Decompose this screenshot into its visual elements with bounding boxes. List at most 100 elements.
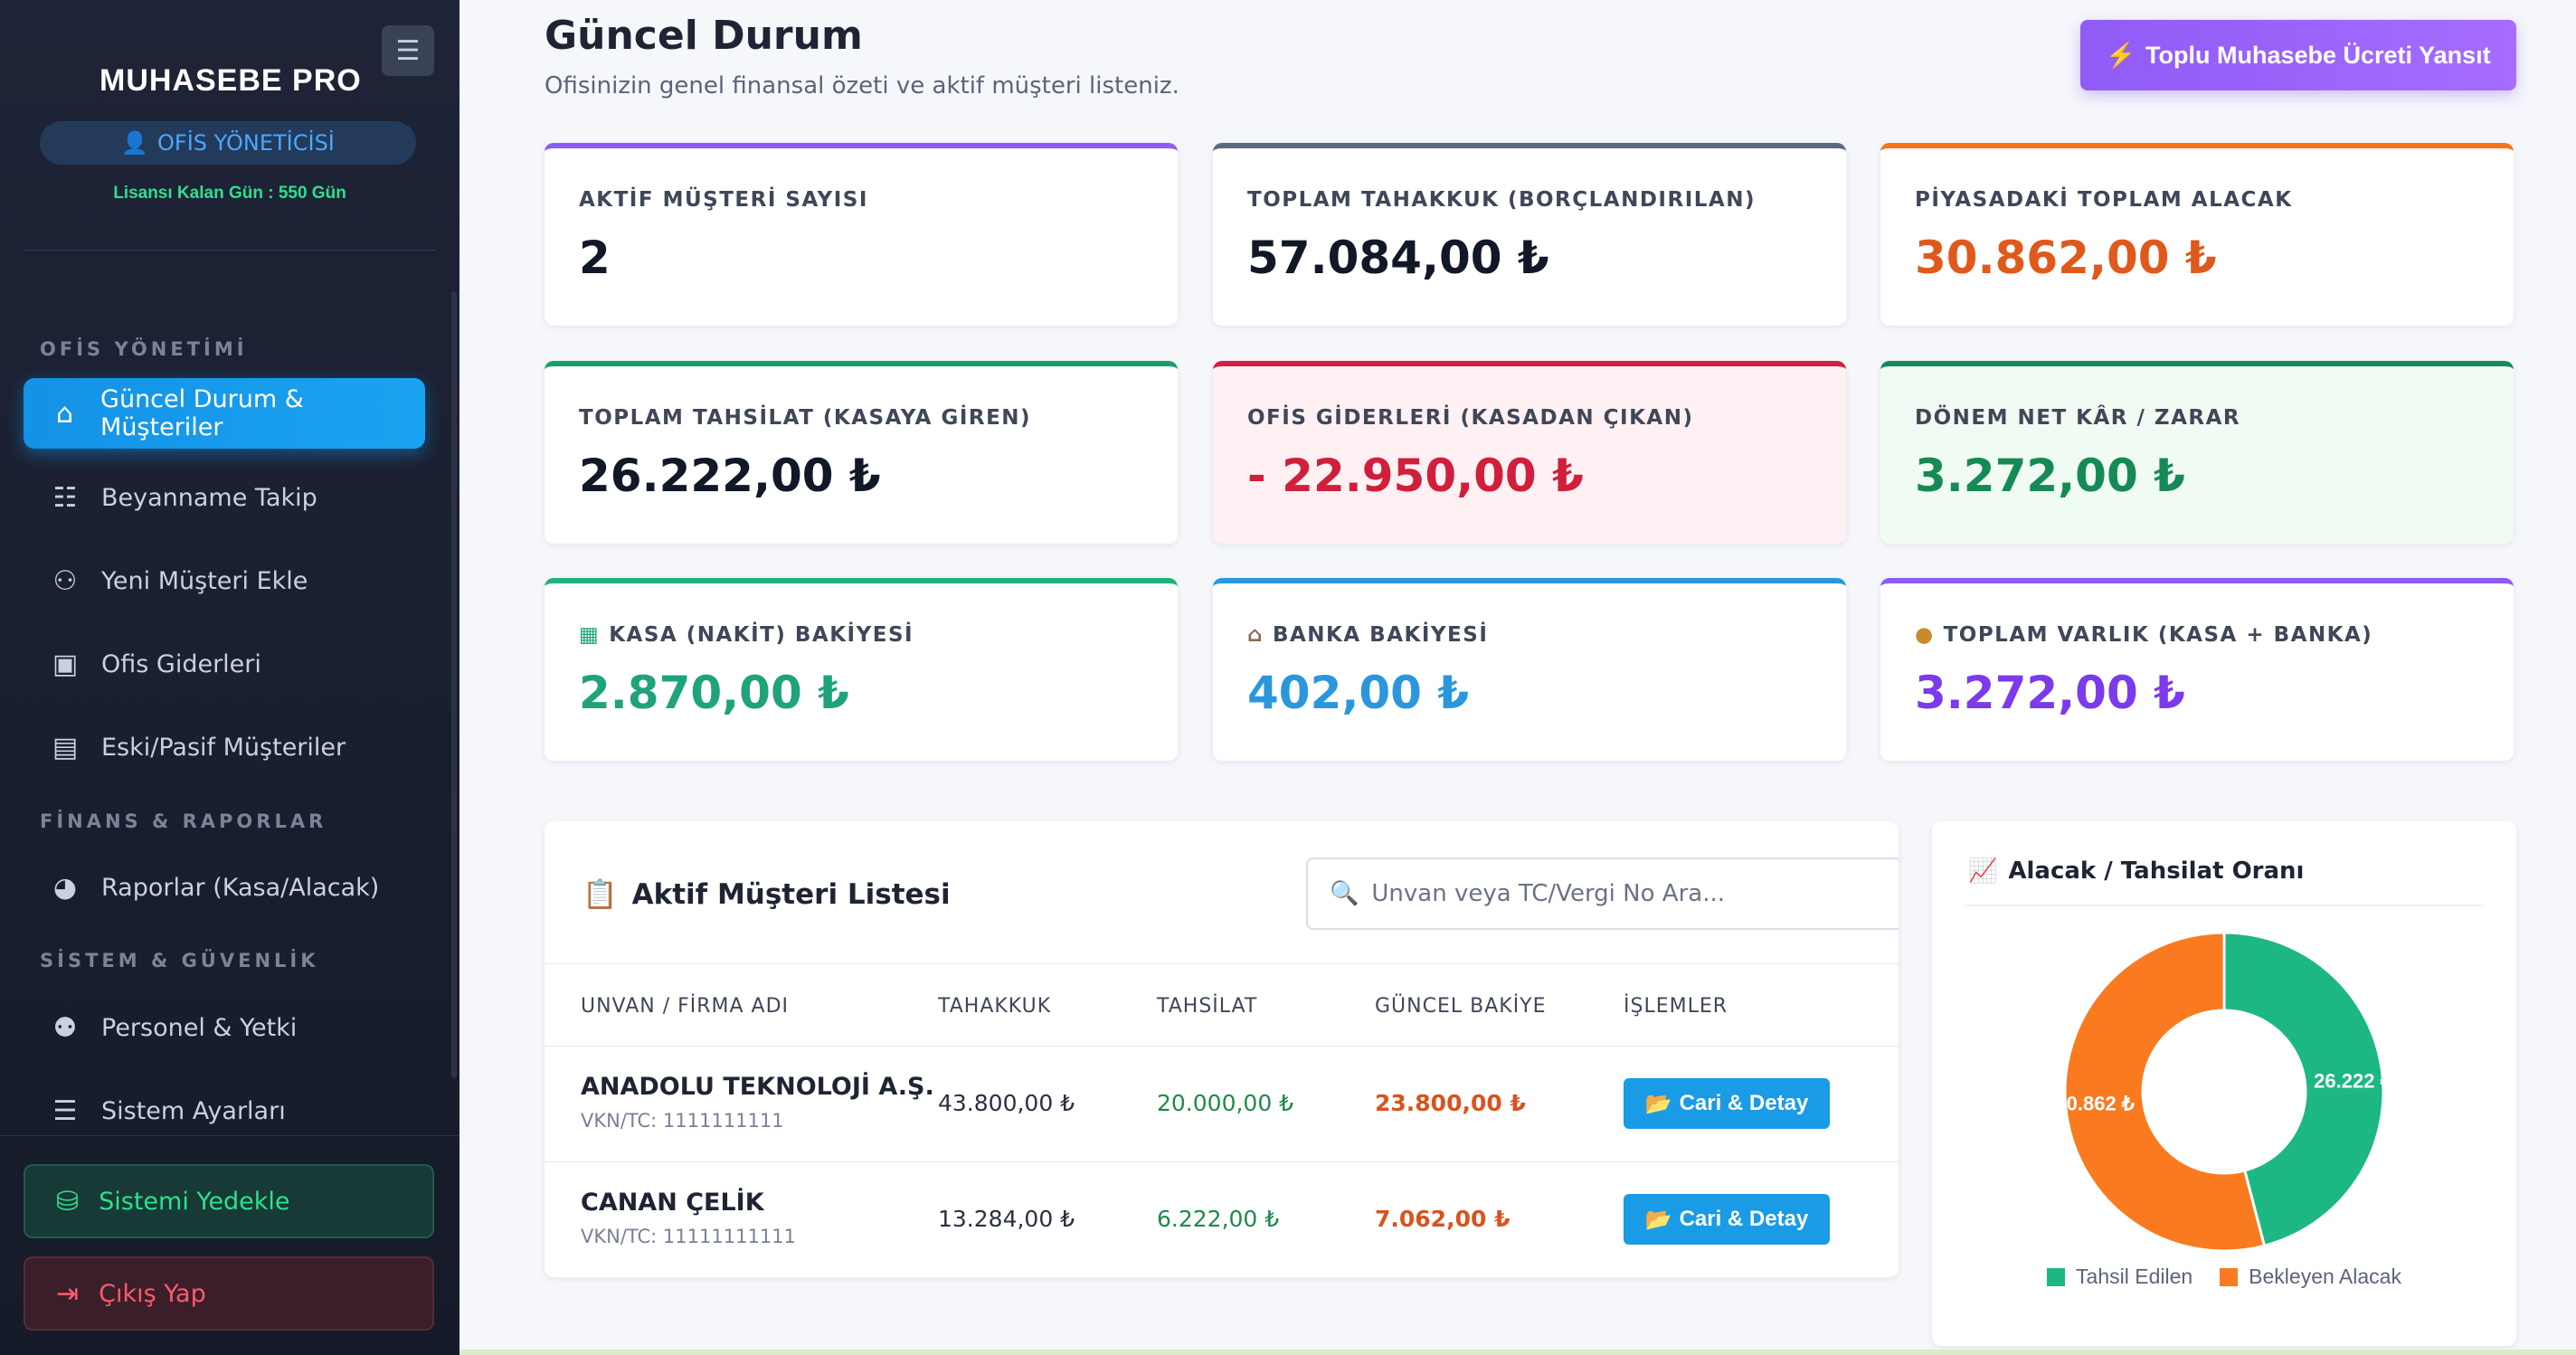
sidebar-item-expenses[interactable]: ▣ Ofis Giderleri — [24, 629, 425, 699]
clipboard-icon: 📋 — [582, 878, 618, 911]
sidebar-divider — [24, 250, 436, 251]
stat-card-cash-balance: ▦ KASA (NAKİT) BAKİYESİ 2.870,00 ₺ — [545, 578, 1178, 761]
backup-button[interactable]: ⛁ Sistemi Yedekle — [24, 1164, 434, 1238]
legend-label: Bekleyen Alacak — [2249, 1265, 2401, 1288]
legend-item-collected[interactable]: Tahsil Edilen — [2047, 1265, 2192, 1289]
column-header-actions: İŞLEMLER — [1624, 995, 1728, 1018]
sidebar-item-staff[interactable]: ⚉ Personel & Yetki — [24, 992, 425, 1063]
sidebar-item-settings[interactable]: ☰ Sistem Ayarları — [24, 1075, 425, 1146]
card-value: 402,00 ₺ — [1247, 667, 1470, 719]
bulk-fee-button[interactable]: ⚡ Toplu Muhasebe Ücreti Yansıt — [2080, 20, 2516, 90]
database-icon: ⛁ — [56, 1185, 80, 1218]
customer-accrual: 43.800,00 ₺ — [938, 1090, 1075, 1116]
sidebar-item-label: Ofis Giderleri — [101, 649, 261, 678]
logout-button[interactable]: ⇥ Çıkış Yap — [24, 1256, 434, 1331]
card-label: AKTİF MÜŞTERİ SAYISI — [579, 188, 868, 212]
money-icon: ▣ — [52, 648, 79, 680]
section-system: SİSTEM & GÜVENLİK — [40, 950, 319, 971]
table-top-divider — [545, 963, 1899, 964]
column-header-balance: GÜNCEL BAKİYE — [1375, 995, 1547, 1018]
card-value: 57.084,00 ₺ — [1247, 232, 1549, 284]
customer-name: CANAN ÇELİK — [581, 1189, 764, 1217]
sidebar-item-passive-customers[interactable]: ▤ Eski/Pasif Müşteriler — [24, 712, 425, 782]
sidebar-item-label: Sistem Ayarları — [101, 1096, 286, 1125]
sidebar-item-dashboard[interactable]: ⌂ Güncel Durum & Müşteriler — [24, 378, 425, 449]
cari-detail-label: Cari & Detay — [1679, 1091, 1809, 1115]
logout-label: Çıkış Yap — [99, 1279, 206, 1308]
search-box[interactable]: 🔍 — [1306, 858, 1899, 930]
cash-icon: ▦ — [579, 623, 601, 647]
role-badge: 👤 OFİS YÖNETİCİSİ — [40, 121, 416, 165]
hamburger-icon[interactable]: ☰ — [382, 25, 434, 76]
card-label: OFİS GİDERLERİ (KASADAN ÇIKAN) — [1247, 406, 1694, 430]
search-input[interactable] — [1371, 880, 1879, 907]
cari-detail-button[interactable]: 📂 Cari & Detay — [1624, 1194, 1830, 1245]
customer-accrual: 13.284,00 ₺ — [938, 1206, 1075, 1232]
legend-swatch — [2220, 1267, 2239, 1286]
slice-label-collected: 26.222 ₺ — [2314, 1069, 2392, 1092]
user-icon: 👤 — [121, 130, 148, 156]
stat-card-total-accrual: TOPLAM TAHAKKUK (BORÇLANDIRILAN) 57.084,… — [1213, 143, 1846, 326]
table-divider — [545, 1161, 1899, 1162]
stat-card-receivables: PİYASADAKİ TOPLAM ALACAK 30.862,00 ₺ — [1880, 143, 2514, 326]
legend-item-pending[interactable]: Bekleyen Alacak — [2220, 1265, 2401, 1289]
sidebar-bottom-divider — [0, 1135, 459, 1136]
brand-logo: MUHASEBE PRO — [99, 63, 362, 98]
section-office: OFİS YÖNETİMİ — [40, 338, 248, 360]
slice-collected[interactable] — [2222, 931, 2385, 1248]
card-label: DÖNEM NET KÂR / ZARAR — [1915, 406, 2241, 430]
bottom-strip — [459, 1350, 2576, 1355]
lightning-icon: ⚡ — [2106, 42, 2137, 69]
customer-vkn: VKN/TC: 11111111111 — [581, 1226, 796, 1247]
customer-list-panel: 📋 Aktif Müşteri Listesi 🔍 UNVAN / FİRMA … — [545, 821, 1899, 1277]
chart-title: Alacak / Tahsilat Oranı — [2008, 858, 2305, 885]
page-title: Güncel Durum — [545, 13, 863, 59]
sidebar-scrollbar[interactable] — [451, 291, 457, 1078]
cari-detail-label: Cari & Detay — [1679, 1207, 1809, 1231]
archive-icon: ▤ — [52, 731, 79, 763]
customer-list-title: Aktif Müşteri Listesi — [631, 877, 951, 911]
donut-chart: 26.222 ₺ 30.862 ₺ — [2055, 931, 2393, 1253]
card-value: 3.272,00 ₺ — [1915, 667, 2185, 719]
stat-card-active-customers: AKTİF MÜŞTERİ SAYISI 2 — [545, 143, 1178, 326]
card-label: TOPLAM VARLIK (KASA + BANKA) — [1943, 623, 2373, 647]
customer-vkn: VKN/TC: 1111111111 — [581, 1110, 784, 1132]
users-icon: ⚉ — [52, 1011, 78, 1044]
card-label: BANKA BAKİYESİ — [1272, 623, 1489, 647]
card-value: 30.862,00 ₺ — [1915, 232, 2217, 284]
sidebar-item-reports[interactable]: ◕ Raporlar (Kasa/Alacak) — [24, 852, 425, 923]
sidebar-item-label: Raporlar (Kasa/Alacak) — [101, 873, 380, 902]
folder-icon: 📂 — [1644, 1091, 1672, 1116]
slice-label-pending: 30.862 ₺ — [2055, 1093, 2134, 1115]
card-value: 2 — [579, 232, 611, 284]
user-plus-icon: ⚇ — [52, 564, 78, 597]
section-finance: FİNANS & RAPORLAR — [40, 810, 327, 832]
bulk-fee-label: Toplu Muhasebe Ücreti Yansıt — [2145, 41, 2491, 69]
sidebar-item-label: Personel & Yetki — [101, 1013, 298, 1042]
cari-detail-button[interactable]: 📂 Cari & Detay — [1624, 1078, 1830, 1129]
sidebar-item-label: Yeni Müşteri Ekle — [101, 566, 308, 595]
sidebar-item-label: Güncel Durum & Müşteriler — [100, 385, 304, 441]
customer-balance: 7.062,00 ₺ — [1375, 1206, 1511, 1232]
column-header-collection: TAHSİLAT — [1157, 995, 1258, 1018]
stat-card-office-expenses: OFİS GİDERLERİ (KASADAN ÇIKAN) - 22.950,… — [1213, 361, 1846, 544]
customer-balance: 23.800,00 ₺ — [1375, 1090, 1526, 1116]
card-label-row: ● TOPLAM VARLIK (KASA + BANKA) — [1915, 623, 2479, 647]
card-label: TOPLAM TAHAKKUK (BORÇLANDIRILAN) — [1247, 188, 1756, 212]
card-value: 2.870,00 ₺ — [579, 667, 849, 719]
page-subtitle: Ofisinizin genel finansal özeti ve aktif… — [545, 72, 1179, 99]
sidebar-item-label: Eski/Pasif Müşteriler — [101, 733, 346, 762]
customer-list-header: 📋 Aktif Müşteri Listesi — [582, 877, 951, 912]
sidebar-item-declarations[interactable]: ☷ Beyanname Takip — [24, 462, 425, 533]
sidebar-item-new-customer[interactable]: ⚇ Yeni Müşteri Ekle — [24, 545, 425, 616]
slice-pending[interactable] — [2063, 931, 2267, 1253]
folder-icon: 📂 — [1644, 1207, 1672, 1232]
sidebar-item-label: Beyanname Takip — [101, 483, 317, 512]
card-label: TOPLAM TAHSİLAT (KASAYA GİREN) — [579, 406, 1032, 430]
sidebar: MUHASEBE PRO ☰ 👤 OFİS YÖNETİCİSİ Lisansı… — [0, 0, 459, 1355]
trend-chart-icon: 📈 — [1968, 858, 1998, 885]
chart-header: 📈 Alacak / Tahsilat Oranı — [1968, 858, 2304, 885]
card-label-row: ▦ KASA (NAKİT) BAKİYESİ — [579, 623, 1143, 647]
card-label: KASA (NAKİT) BAKİYESİ — [609, 623, 914, 647]
search-icon: 🔍 — [1330, 880, 1359, 907]
